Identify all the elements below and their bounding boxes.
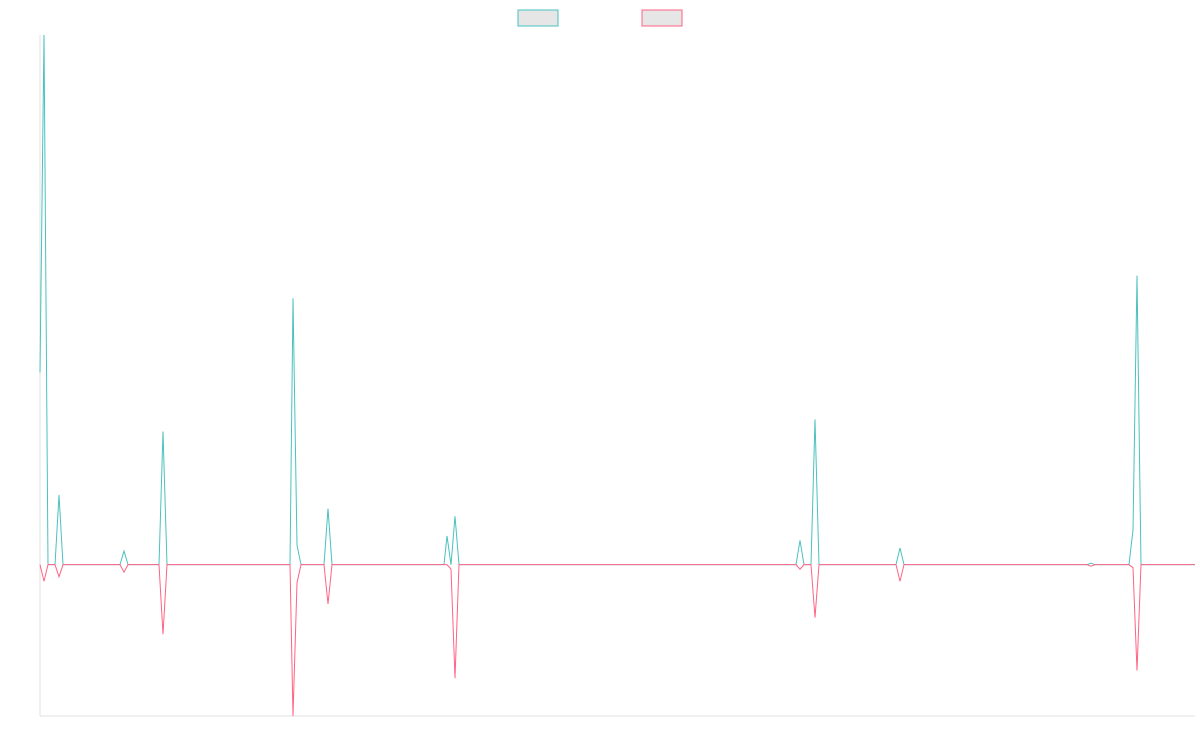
legend-swatch[interactable] bbox=[641, 9, 683, 27]
series-line bbox=[39, 34, 1195, 566]
legend-swatch[interactable] bbox=[517, 9, 559, 27]
series-line bbox=[39, 564, 1195, 717]
